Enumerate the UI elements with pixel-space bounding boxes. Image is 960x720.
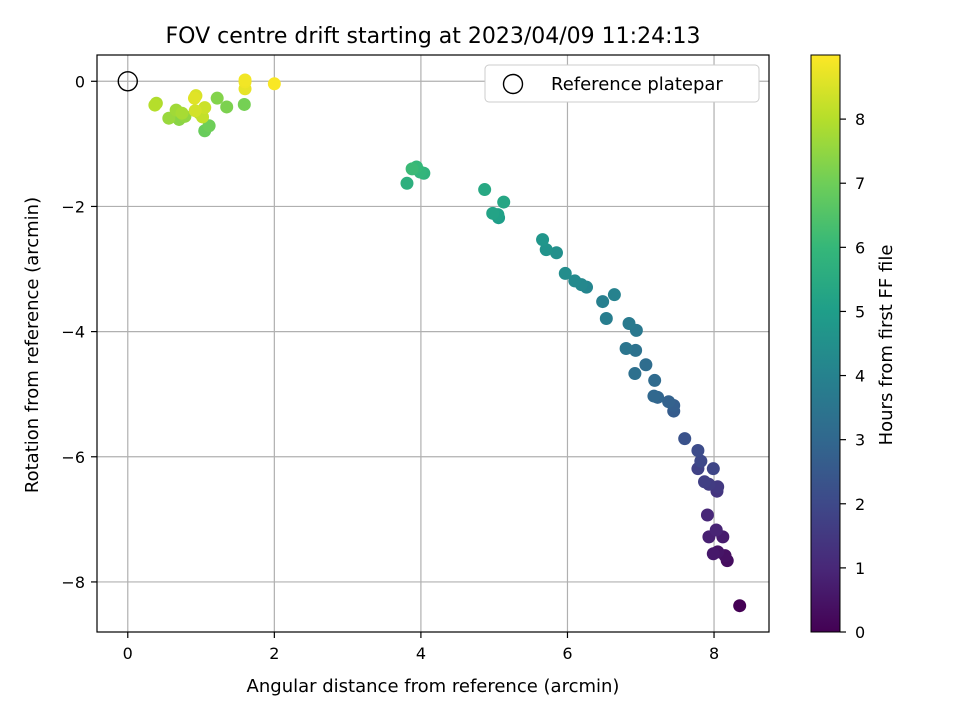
data-point	[700, 508, 714, 522]
data-point	[691, 444, 705, 458]
data-point	[237, 97, 251, 111]
colorbar-gradient	[811, 55, 840, 632]
colorbar-label: Hours from first FF file	[876, 245, 897, 446]
y-tick-label: −6	[61, 448, 85, 467]
data-point	[549, 246, 563, 260]
data-point	[400, 176, 414, 190]
reference-platepar-marker	[117, 71, 138, 92]
colorbar-tick-label: 6	[855, 238, 865, 257]
y-tick-label: −8	[61, 573, 85, 592]
y-tick-label: 0	[75, 72, 85, 91]
data-point	[648, 373, 662, 387]
data-point	[497, 195, 511, 209]
data-point	[267, 77, 281, 91]
data-point	[210, 91, 224, 105]
legend-reference-marker	[502, 73, 524, 95]
grid-lines	[97, 55, 769, 632]
data-point	[678, 432, 692, 446]
data-point	[568, 274, 582, 288]
legend: Reference platepar	[484, 64, 760, 103]
data-point	[558, 266, 572, 280]
data-point	[238, 73, 252, 87]
data-point	[539, 243, 553, 257]
x-tick-label: 6	[562, 644, 572, 663]
y-tick-label: −4	[61, 323, 85, 342]
data-point	[148, 98, 162, 112]
data-point	[639, 358, 653, 372]
data-point	[536, 233, 550, 247]
data-point	[698, 475, 712, 489]
data-point	[733, 599, 747, 613]
data-point	[694, 454, 708, 468]
data-point	[628, 367, 642, 381]
legend-box	[484, 64, 760, 103]
data-point	[405, 162, 419, 176]
x-tick-label: 2	[269, 644, 279, 663]
colorbar-tick-label: 1	[855, 559, 865, 578]
colorbar-tick-label: 3	[855, 431, 865, 450]
legend-entry-reference: Reference platepar	[551, 74, 723, 95]
y-axis-ticks: 0 −2 −4 −6 −8	[61, 72, 97, 592]
y-tick-label: −2	[61, 197, 85, 216]
data-points	[148, 73, 747, 613]
x-tick-label: 4	[416, 644, 426, 663]
colorbar-tick-label: 2	[855, 495, 865, 514]
data-point	[188, 104, 202, 118]
data-point	[647, 389, 661, 403]
data-point	[662, 395, 676, 409]
data-point	[486, 206, 500, 220]
plot-frame	[96, 54, 770, 633]
colorbar-tick-label: 0	[855, 623, 865, 642]
y-axis-label: Rotation from reference (arcmin)	[22, 197, 43, 493]
data-point	[220, 100, 234, 114]
colorbar-tick-label: 4	[855, 367, 865, 386]
x-tick-label: 0	[123, 644, 133, 663]
x-tick-label: 8	[709, 644, 719, 663]
data-point	[599, 311, 613, 325]
data-point	[706, 547, 720, 561]
data-point	[175, 106, 189, 120]
data-point	[709, 523, 723, 537]
data-point	[619, 342, 633, 356]
data-point	[607, 288, 621, 302]
x-axis-ticks: 0 2 4 6 8	[123, 632, 719, 663]
data-point	[478, 183, 492, 197]
plot-background	[97, 55, 769, 632]
colorbar-tick-label: 5	[855, 302, 865, 321]
colorbar-tick-label: 8	[855, 110, 865, 129]
data-point	[596, 295, 610, 309]
data-point	[622, 316, 636, 330]
x-axis-label: Angular distance from reference (arcmin)	[247, 676, 620, 697]
colorbar-frame	[810, 54, 841, 633]
reference-marker-layer	[117, 71, 138, 92]
data-point	[706, 462, 720, 476]
chart-title: FOV centre drift starting at 2023/04/09 …	[166, 24, 701, 49]
colorbar: 0 1 2 3 4 5 6 7 8 Hours from first FF file	[810, 54, 897, 642]
colorbar-ticks: 0 1 2 3 4 5 6 7 8	[840, 110, 865, 642]
colorbar-tick-label: 7	[855, 174, 865, 193]
data-point	[187, 91, 201, 105]
